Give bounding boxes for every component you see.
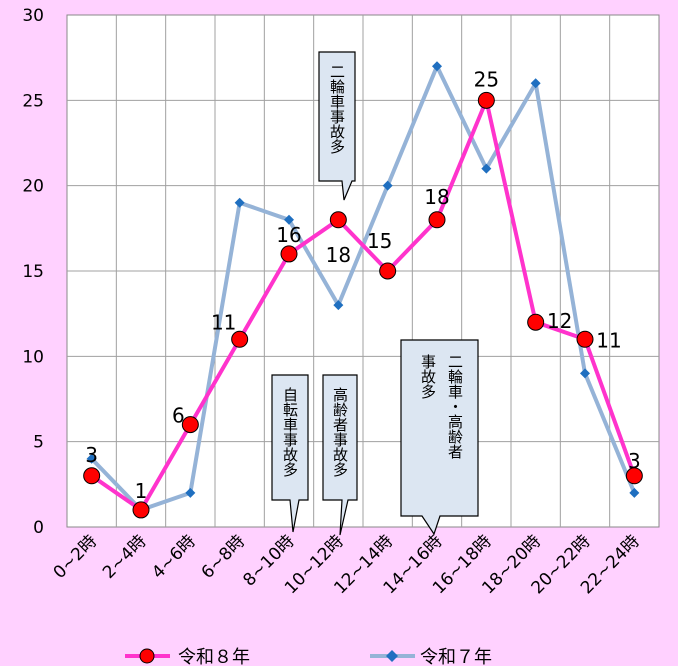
data-point-marker xyxy=(481,163,492,174)
callout-motorcycle: 二輪車事故多 xyxy=(318,51,356,201)
series-markers xyxy=(83,61,643,519)
callout-text: 自転車事故多 xyxy=(281,387,299,477)
data-point-marker xyxy=(530,78,541,89)
y-axis-tick-labels: 0 5 10 15 20 25 30 xyxy=(22,6,44,538)
data-point-marker xyxy=(185,487,196,498)
data-point-marker xyxy=(132,501,150,519)
legend: 令和８年 令和７年 xyxy=(125,647,492,666)
data-point-marker xyxy=(280,245,298,263)
data-point-marker xyxy=(329,211,347,229)
callout-text-col1: 二輪車・高齢者 xyxy=(446,354,464,459)
callout-shape xyxy=(322,374,358,536)
legend-label: 令和８年 xyxy=(178,647,250,666)
data-label: 6 xyxy=(172,404,185,428)
legend-item-series-2: 令和７年 xyxy=(370,647,492,666)
data-point-marker xyxy=(432,61,442,72)
data-point-marker xyxy=(629,487,640,498)
series-lines xyxy=(90,64,637,512)
y-tick-label: 0 xyxy=(33,518,44,538)
data-label: 25 xyxy=(474,67,499,91)
callout-bicycle: 自転車事故多 xyxy=(271,374,309,533)
x-tick-label: 2~4時 xyxy=(99,531,151,583)
callout-text-col2: 事故多 xyxy=(419,354,437,399)
data-label: 11 xyxy=(211,310,236,334)
callout-shape xyxy=(271,374,309,533)
data-label: 11 xyxy=(596,328,621,352)
x-tick-label: 4~6時 xyxy=(148,531,200,583)
callout-shape xyxy=(318,51,356,201)
data-point-marker xyxy=(333,300,344,311)
data-point-marker xyxy=(625,467,643,485)
y-tick-label: 30 xyxy=(22,6,44,26)
data-label: 3 xyxy=(628,449,641,473)
callout-shape xyxy=(400,339,479,536)
data-label: 1 xyxy=(135,479,148,503)
data-point-marker xyxy=(181,416,199,434)
data-label: 18 xyxy=(326,243,351,267)
callout-elderly: 高齢者事故多 xyxy=(322,374,358,536)
series-line xyxy=(90,98,637,512)
data-point-marker xyxy=(231,330,249,348)
data-point-marker xyxy=(83,467,101,485)
data-point-marker xyxy=(428,211,446,229)
data-point-marker xyxy=(234,197,245,208)
y-tick-label: 15 xyxy=(22,262,44,282)
data-point-marker xyxy=(86,453,97,464)
data-label: 3 xyxy=(85,443,98,467)
data-point-marker xyxy=(379,262,397,280)
data-label: 12 xyxy=(547,309,572,333)
y-tick-label: 25 xyxy=(22,91,44,111)
callout-text: 高齢者事故多 xyxy=(331,387,349,477)
data-point-marker xyxy=(580,368,590,379)
data-point-marker xyxy=(477,91,495,109)
x-axis-tick-labels: 0~2時2~4時4~6時6~8時8~10時10~12時12~14時14~16時1… xyxy=(50,531,644,598)
x-tick-label: 0~2時 xyxy=(50,531,102,583)
y-tick-label: 20 xyxy=(22,177,44,197)
data-point-marker xyxy=(382,180,393,191)
y-tick-label: 5 xyxy=(33,433,44,453)
callout-text: 二輪車事故多 xyxy=(328,64,346,154)
data-point-marker xyxy=(576,330,594,348)
legend-item-series-1: 令和８年 xyxy=(125,647,250,666)
legend-marker xyxy=(139,648,155,664)
y-tick-label: 10 xyxy=(22,347,44,367)
legend-label: 令和７年 xyxy=(420,647,492,666)
data-point-marker xyxy=(284,214,294,225)
data-label: 16 xyxy=(276,223,301,247)
legend-marker xyxy=(386,650,398,662)
callout-motorcycle-elderly: 二輪車・高齢者 事故多 xyxy=(400,339,479,536)
data-label: 15 xyxy=(367,229,392,253)
data-point-marker xyxy=(527,313,545,331)
data-label: 18 xyxy=(424,185,449,209)
